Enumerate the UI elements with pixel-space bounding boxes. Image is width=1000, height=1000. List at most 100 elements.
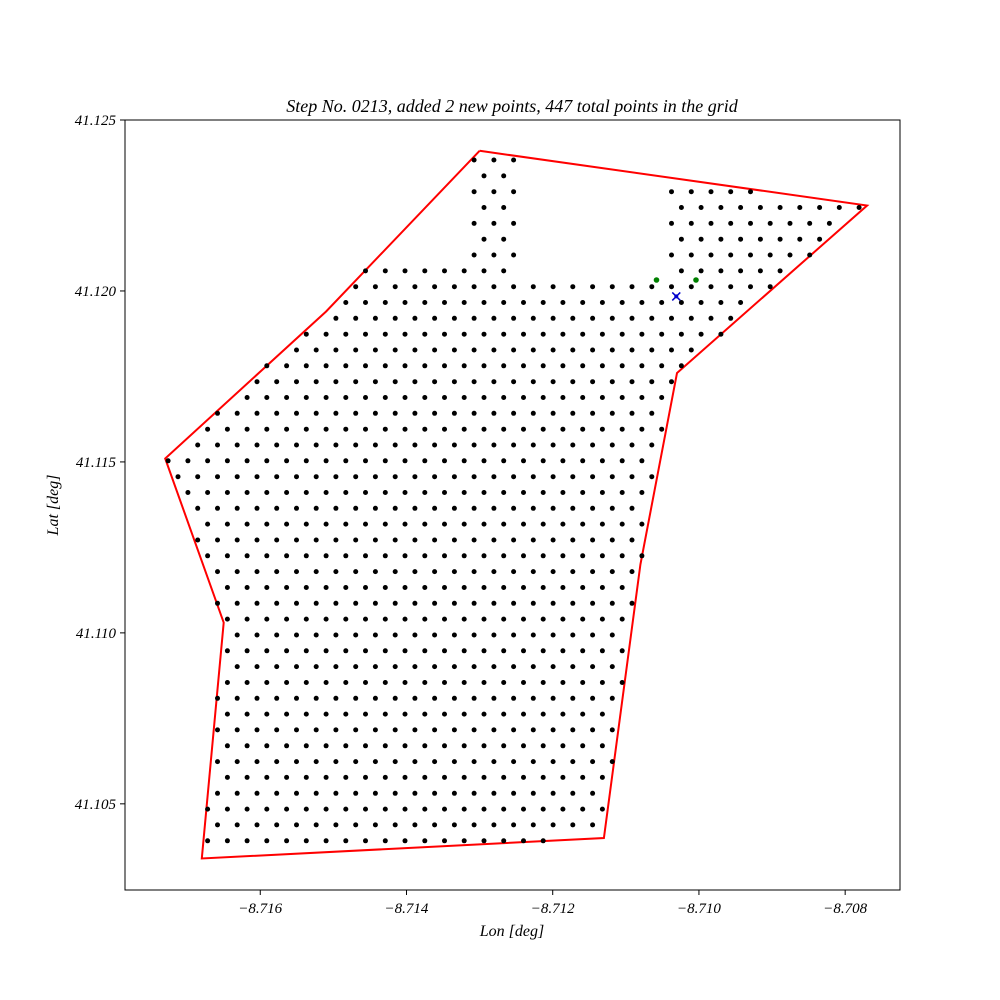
grid-point <box>481 236 487 242</box>
grid-point <box>540 553 546 559</box>
grid-point <box>580 395 586 400</box>
grid-point <box>323 521 329 527</box>
grid-point <box>748 284 753 290</box>
grid-point <box>738 236 744 242</box>
grid-point <box>688 315 694 321</box>
grid-point <box>560 743 566 749</box>
grid-point <box>580 490 586 495</box>
grid-point <box>353 632 359 638</box>
grid-point <box>284 616 290 622</box>
grid-point <box>590 379 596 385</box>
grid-point <box>521 521 526 527</box>
grid-point <box>609 537 615 543</box>
grid-point <box>392 569 398 575</box>
grid-point <box>363 743 368 749</box>
y-tick-label: 41.110 <box>76 626 117 642</box>
grid-point <box>678 331 684 337</box>
grid-point <box>363 268 368 274</box>
grid-point <box>471 822 477 828</box>
grid-point <box>303 743 309 749</box>
grid-point <box>274 537 280 543</box>
grid-point <box>629 537 635 543</box>
grid-point <box>215 442 220 448</box>
grid-point <box>244 490 250 495</box>
grid-point <box>590 347 596 353</box>
grid-point <box>471 315 477 321</box>
grid-point <box>402 680 408 685</box>
grid-point <box>382 395 388 400</box>
grid-point <box>649 442 655 448</box>
grid-point <box>412 727 418 733</box>
grid-point <box>521 490 526 495</box>
grid-point <box>353 505 359 511</box>
grid-point <box>432 727 438 733</box>
grid-point <box>797 205 803 210</box>
x-tick-label: −8.712 <box>531 901 575 917</box>
grid-point <box>402 426 408 432</box>
grid-point <box>491 790 497 796</box>
grid-point <box>353 284 359 290</box>
grid-point <box>550 664 556 670</box>
grid-point <box>244 458 250 464</box>
grid-point <box>343 585 349 590</box>
grid-point <box>461 331 467 337</box>
grid-point <box>461 616 467 622</box>
grid-point <box>412 537 418 543</box>
grid-point <box>787 252 793 258</box>
grid-point <box>590 505 596 511</box>
grid-point <box>402 585 408 590</box>
grid-point <box>382 585 388 590</box>
grid-point <box>274 759 280 765</box>
grid-point <box>540 806 546 812</box>
grid-point <box>570 410 576 416</box>
grid-point <box>619 458 625 464</box>
grid-point <box>442 553 447 559</box>
grid-point <box>451 759 457 765</box>
grid-point <box>412 442 418 448</box>
grid-point <box>392 822 398 828</box>
y-axis-label: Lat [deg] <box>45 475 62 537</box>
grid-point <box>738 268 744 274</box>
grid-point <box>333 537 339 543</box>
grid-point <box>481 395 487 400</box>
grid-point <box>244 806 250 812</box>
grid-point <box>274 822 280 828</box>
grid-point <box>521 680 526 685</box>
grid-point <box>333 632 339 638</box>
grid-point <box>392 315 398 321</box>
grid-point <box>224 521 230 527</box>
grid-point <box>521 648 526 654</box>
grid-point <box>688 284 694 290</box>
grid-point <box>678 268 684 274</box>
grid-point <box>550 347 556 353</box>
grid-point <box>372 537 378 543</box>
grid-point <box>254 664 260 670</box>
grid-point <box>511 632 517 638</box>
grid-point <box>254 822 260 828</box>
grid-point <box>264 426 270 432</box>
grid-point <box>224 585 230 590</box>
grid-point <box>422 268 428 274</box>
grid-point <box>491 695 497 701</box>
grid-point <box>471 347 477 353</box>
grid-point <box>372 569 378 575</box>
grid-point <box>303 616 309 622</box>
grid-point <box>461 426 467 432</box>
grid-point <box>353 569 359 575</box>
grid-point <box>244 680 250 685</box>
grid-point <box>343 490 349 495</box>
grid-point <box>363 616 368 622</box>
grid-point <box>215 537 220 543</box>
grid-point <box>392 695 398 701</box>
grid-point <box>521 395 526 400</box>
grid-point <box>570 664 576 670</box>
grid-point <box>580 648 586 654</box>
grid-point <box>343 838 349 844</box>
grid-point <box>422 806 428 812</box>
grid-point <box>412 410 418 416</box>
current-point-marker <box>671 291 681 301</box>
grid-point <box>333 759 339 765</box>
grid-point <box>501 268 507 274</box>
grid-point <box>323 331 329 337</box>
x-tick-label: −8.714 <box>385 901 429 917</box>
